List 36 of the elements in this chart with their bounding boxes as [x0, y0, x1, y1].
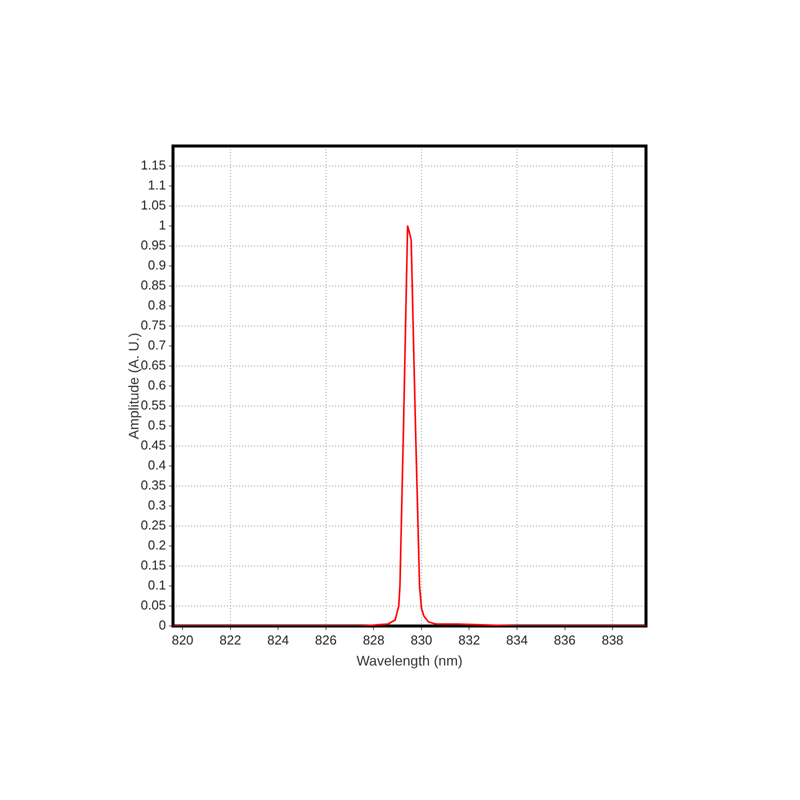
y-tick-label: 0.1	[148, 578, 166, 593]
y-tick-label: 0.85	[140, 278, 166, 293]
y-tick-label: 0.5	[148, 418, 166, 433]
y-tick-label: 1.1	[148, 178, 166, 193]
y-tick-label: 0.8	[148, 298, 166, 313]
y-tick-label: 1.15	[140, 158, 166, 173]
y-tick-label: 0.7	[148, 338, 166, 353]
y-tick-label: 0.45	[140, 438, 166, 453]
y-tick-label: 0.9	[148, 258, 166, 273]
y-tick-label: 0.6	[148, 378, 166, 393]
y-tick-label: 0.25	[140, 518, 166, 533]
y-tick-label: 0.65	[140, 358, 166, 373]
x-tick-label: 826	[315, 632, 337, 648]
y-tick-label: 0.2	[148, 538, 166, 553]
x-tick-label: 830	[410, 632, 432, 648]
x-tick-label: 820	[172, 632, 194, 648]
y-tick-label: 0.05	[140, 598, 166, 613]
y-tick-label: 0.95	[140, 238, 166, 253]
y-tick-label: 0.55	[140, 398, 166, 413]
y-tick-label: 0	[158, 618, 166, 633]
y-tick-label: 1	[158, 218, 166, 233]
y-tick-label: 0.3	[148, 498, 166, 513]
y-tick-label: 0.35	[140, 478, 166, 493]
x-tick-label: 828	[362, 632, 385, 648]
y-tick-label: 1.05	[140, 198, 166, 213]
y-tick-label: 0.75	[140, 318, 166, 333]
y-tick-label: 0.4	[148, 458, 166, 473]
x-tick-label: 836	[554, 632, 576, 648]
y-axis-title: Amplitude (A. U.)	[125, 332, 142, 440]
x-tick-label: 838	[602, 632, 624, 648]
x-tick-label: 834	[506, 632, 528, 648]
x-axis-title: Wavelength (nm)	[356, 652, 463, 668]
x-tick-label: 824	[267, 632, 289, 648]
x-tick-label: 822	[219, 632, 242, 648]
x-tick-label: 832	[458, 632, 480, 648]
y-tick-label: 0.15	[140, 558, 166, 573]
